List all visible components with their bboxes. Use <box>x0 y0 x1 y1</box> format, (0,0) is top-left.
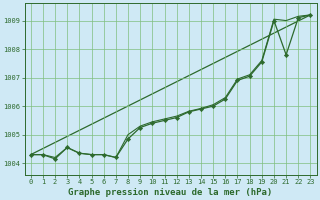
X-axis label: Graphe pression niveau de la mer (hPa): Graphe pression niveau de la mer (hPa) <box>68 188 273 197</box>
